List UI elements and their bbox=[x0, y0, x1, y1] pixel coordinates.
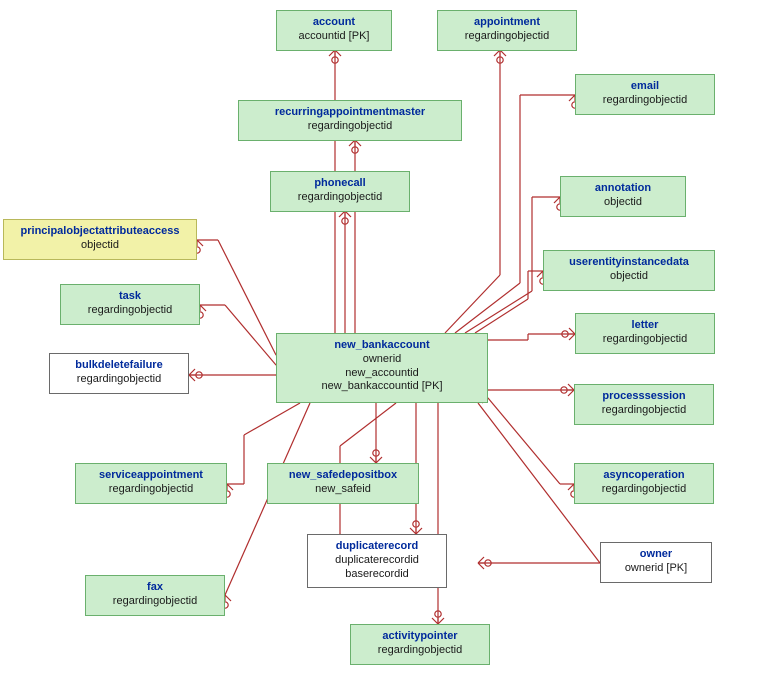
entity-title: new_bankaccount bbox=[285, 339, 479, 353]
entity-bulkdelete: bulkdeletefailureregardingobjectid bbox=[49, 353, 189, 394]
entity-title: activitypointer bbox=[359, 630, 481, 644]
entity-title: userentityinstancedata bbox=[552, 256, 706, 270]
entity-title: bulkdeletefailure bbox=[58, 359, 180, 373]
entity-field: regardingobjectid bbox=[583, 404, 705, 418]
entity-field: regardingobjectid bbox=[247, 120, 453, 134]
entity-field: regardingobjectid bbox=[446, 30, 568, 44]
entity-field: new_accountid bbox=[285, 367, 479, 381]
entity-processsession: processsessionregardingobjectid bbox=[574, 384, 714, 425]
entity-title: recurringappointmentmaster bbox=[247, 106, 453, 120]
entity-field: duplicaterecordid bbox=[316, 554, 438, 568]
entity-owner: ownerownerid [PK] bbox=[600, 542, 712, 583]
entity-title: appointment bbox=[446, 16, 568, 30]
entity-title: annotation bbox=[569, 182, 677, 196]
entity-field: regardingobjectid bbox=[583, 483, 705, 497]
entity-field: regardingobjectid bbox=[584, 333, 706, 347]
entity-email: emailregardingobjectid bbox=[575, 74, 715, 115]
entity-field: baserecordid bbox=[316, 568, 438, 582]
entity-field: objectid bbox=[569, 196, 677, 210]
entity-title: principalobjectattributeaccess bbox=[12, 225, 188, 239]
entity-field: ownerid [PK] bbox=[609, 562, 703, 576]
entity-letter: letterregardingobjectid bbox=[575, 313, 715, 354]
entity-field: objectid bbox=[552, 270, 706, 284]
entity-poaa: principalobjectattributeaccessobjectid bbox=[3, 219, 197, 260]
entity-title: serviceappointment bbox=[84, 469, 218, 483]
entity-safedeposit: new_safedepositboxnew_safeid bbox=[267, 463, 419, 504]
entity-recurringappt: recurringappointmentmasterregardingobjec… bbox=[238, 100, 462, 141]
entity-activitypointer: activitypointerregardingobjectid bbox=[350, 624, 490, 665]
entity-title: asyncoperation bbox=[583, 469, 705, 483]
entity-title: task bbox=[69, 290, 191, 304]
entity-title: fax bbox=[94, 581, 216, 595]
entity-ueid: userentityinstancedataobjectid bbox=[543, 250, 715, 291]
entity-field: regardingobjectid bbox=[584, 94, 706, 108]
entity-field: regardingobjectid bbox=[279, 191, 401, 205]
entity-field: regardingobjectid bbox=[69, 304, 191, 318]
entity-field: regardingobjectid bbox=[58, 373, 180, 387]
entity-field: new_safeid bbox=[276, 483, 410, 497]
entity-title: email bbox=[584, 80, 706, 94]
entity-field: regardingobjectid bbox=[84, 483, 218, 497]
entity-field: accountid [PK] bbox=[285, 30, 383, 44]
entity-fax: faxregardingobjectid bbox=[85, 575, 225, 616]
entity-asyncop: asyncoperationregardingobjectid bbox=[574, 463, 714, 504]
entity-title: phonecall bbox=[279, 177, 401, 191]
entity-duprecord: duplicaterecordduplicaterecordidbasereco… bbox=[307, 534, 447, 588]
entity-field: regardingobjectid bbox=[94, 595, 216, 609]
entity-field: objectid bbox=[12, 239, 188, 253]
entity-phonecall: phonecallregardingobjectid bbox=[270, 171, 410, 212]
entity-title: new_safedepositbox bbox=[276, 469, 410, 483]
entity-field: ownerid bbox=[285, 353, 479, 367]
entity-serviceappt: serviceappointmentregardingobjectid bbox=[75, 463, 227, 504]
entity-bank: new_bankaccountowneridnew_accountidnew_b… bbox=[276, 333, 488, 403]
entity-title: account bbox=[285, 16, 383, 30]
entity-title: duplicaterecord bbox=[316, 540, 438, 554]
entity-title: owner bbox=[609, 548, 703, 562]
entity-task: taskregardingobjectid bbox=[60, 284, 200, 325]
entity-field: new_bankaccountid [PK] bbox=[285, 380, 479, 394]
entity-account: accountaccountid [PK] bbox=[276, 10, 392, 51]
entity-field: regardingobjectid bbox=[359, 644, 481, 658]
entity-title: letter bbox=[584, 319, 706, 333]
entity-annotation: annotationobjectid bbox=[560, 176, 686, 217]
entity-title: processsession bbox=[583, 390, 705, 404]
entity-appointment: appointmentregardingobjectid bbox=[437, 10, 577, 51]
